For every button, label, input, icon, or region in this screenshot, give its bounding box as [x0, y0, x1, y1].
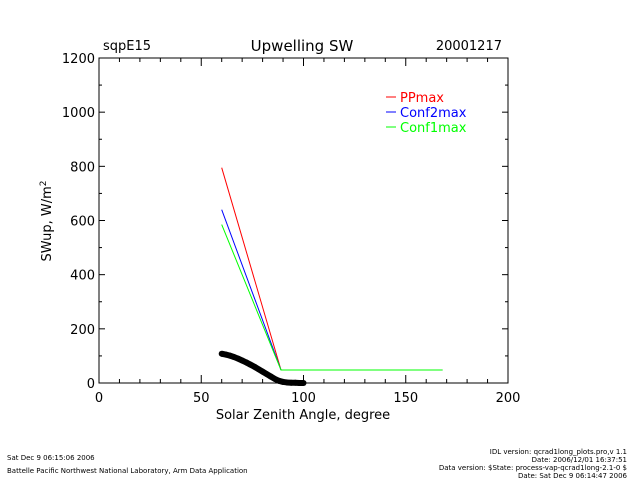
series-line-conf1max — [221, 224, 443, 371]
y-axis-label: SWup, W/m2 — [39, 180, 55, 261]
footer-idl-version: IDL version: qcrad1long_plots.pro,v 1.1 — [489, 448, 627, 456]
y-tick-label: 600 — [70, 215, 95, 230]
y-tick-label: 400 — [70, 269, 95, 284]
footer-data-date: Date: Sat Dec 9 06:14:47 2006 — [518, 472, 627, 480]
y-tick-label: 1000 — [62, 106, 95, 121]
footer-idl-date: Date: 2006/12/01 16:37:51 — [531, 456, 627, 464]
y-tick-label: 0 — [87, 377, 95, 392]
legend-label: Conf1max — [400, 121, 467, 136]
series-lines — [221, 167, 443, 371]
y-tick-label: 800 — [70, 160, 95, 175]
y-axis-label-group: SWup, W/m2 — [39, 180, 55, 261]
date-label: 20001217 — [436, 39, 502, 54]
footer-timestamp: Sat Dec 9 06:15:06 2006 — [7, 454, 95, 462]
x-tick-label: 200 — [496, 391, 521, 406]
chart-title: Upwelling SW — [251, 37, 354, 55]
footer-organization: Battelle Pacific Northwest National Labo… — [7, 467, 248, 475]
x-tick-label: 0 — [95, 391, 103, 406]
observation-point — [300, 380, 307, 386]
observations — [218, 350, 307, 386]
y-axis-label-superscript: 2 — [39, 180, 49, 186]
x-tick-label: 150 — [393, 391, 418, 406]
legend-label: Conf2max — [400, 106, 467, 121]
x-tick-label: 50 — [193, 391, 210, 406]
x-axis: 0 50 100 150 200 — [95, 58, 521, 406]
footer-data-version: Data version: $State: process-vap-qcrad1… — [438, 464, 627, 472]
y-axis: 0 200 400 600 800 1000 1200 — [62, 52, 508, 392]
x-axis-label: Solar Zenith Angle, degree — [216, 408, 390, 423]
y-tick-label: 200 — [70, 323, 95, 338]
series-line-conf2max — [221, 209, 443, 371]
y-tick-label: 1200 — [62, 52, 95, 67]
x-tick-label: 100 — [291, 391, 316, 406]
legend-label: PPmax — [400, 91, 444, 106]
site-label: sqpE15 — [103, 39, 151, 54]
series-line-ppmax — [221, 167, 443, 371]
